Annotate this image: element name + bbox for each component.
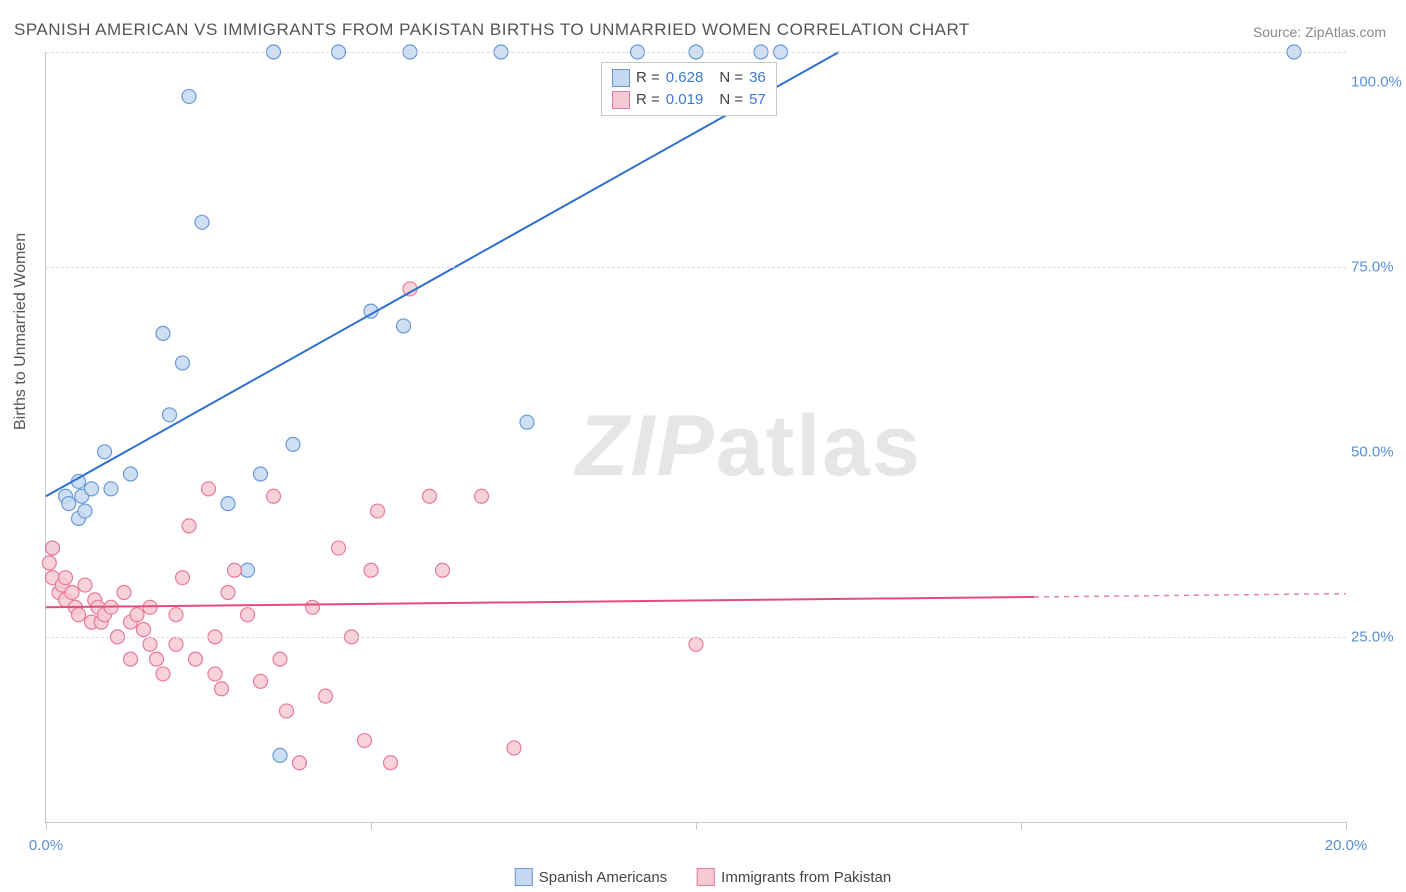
n-label: N =: [719, 89, 743, 111]
r-value: 0.628: [666, 67, 704, 89]
legend-swatch-pakistan: [697, 868, 715, 886]
stats-row-spanish: R = 0.628 N = 36: [612, 67, 766, 89]
x-tick: [696, 822, 697, 830]
n-label: N =: [719, 67, 743, 89]
x-tick: [1021, 822, 1022, 830]
r-label: R =: [636, 89, 660, 111]
legend-label: Spanish Americans: [539, 869, 667, 886]
y-tick-label: 50.0%: [1351, 443, 1406, 460]
plot-area: ZIPatlas R = 0.628N = 36R = 0.019N = 57 …: [45, 52, 1346, 823]
y-tick-label: 75.0%: [1351, 258, 1406, 275]
trendline-pakistan: [46, 597, 1034, 607]
gridline: [46, 637, 1346, 638]
y-axis-label: Births to Unmarried Women: [12, 233, 30, 430]
legend-item-pakistan: Immigrants from Pakistan: [697, 868, 891, 886]
x-tick-label: 20.0%: [1325, 837, 1368, 854]
x-tick: [1346, 822, 1347, 830]
x-tick: [371, 822, 372, 830]
gridline: [46, 267, 1346, 268]
stats-box: R = 0.628 N = 36 R = 0.019 N = 57: [601, 62, 777, 116]
x-tick-label: 0.0%: [29, 837, 63, 854]
r-value: 0.019: [666, 89, 704, 111]
source-prefix: Source:: [1253, 24, 1305, 40]
legend-swatch-spanish: [515, 868, 533, 886]
trendlines-layer: [46, 52, 1346, 822]
n-value: 57: [749, 89, 766, 111]
legend-label: Immigrants from Pakistan: [721, 869, 891, 886]
n-value: 36: [749, 67, 766, 89]
y-tick-label: 25.0%: [1351, 628, 1406, 645]
x-tick: [46, 822, 47, 830]
chart-title: SPANISH AMERICAN VS IMMIGRANTS FROM PAKI…: [14, 20, 970, 40]
stats-swatch-pakistan: [612, 91, 630, 109]
trendline-dash-pakistan: [1034, 594, 1346, 597]
stats-swatch-spanish: [612, 69, 630, 87]
legend-item-spanish: Spanish Americans: [515, 868, 667, 886]
y-tick-label: 100.0%: [1351, 73, 1406, 90]
source-name: ZipAtlas.com: [1305, 24, 1386, 40]
gridline: [46, 52, 1346, 53]
trendline-spanish: [46, 52, 839, 496]
stats-row-pakistan: R = 0.019 N = 57: [612, 89, 766, 111]
source-attribution: Source: ZipAtlas.com: [1253, 24, 1386, 40]
legend: Spanish Americans Immigrants from Pakista…: [515, 868, 891, 886]
r-label: R =: [636, 67, 660, 89]
